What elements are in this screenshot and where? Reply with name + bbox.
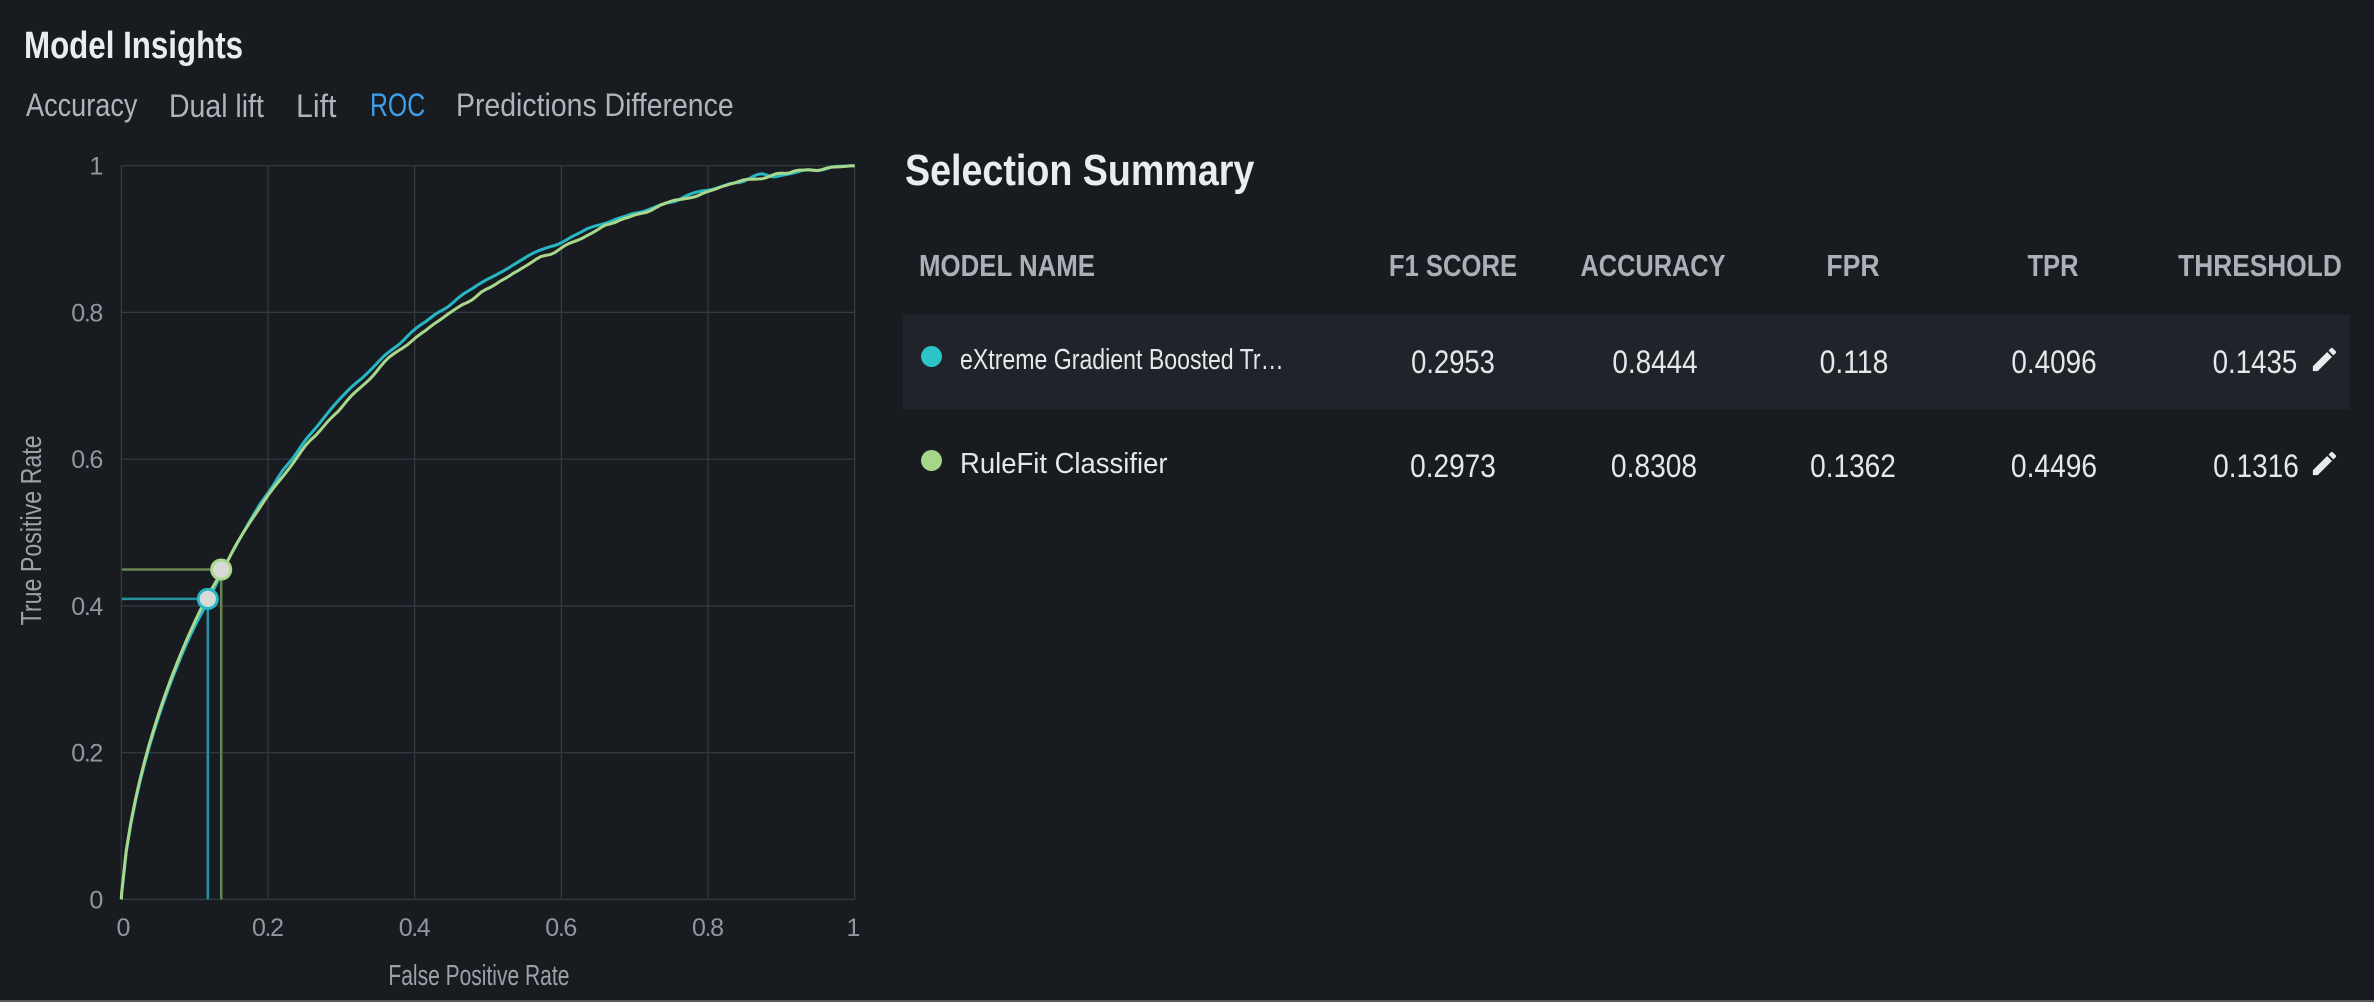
svg-text:0.2: 0.2 (252, 914, 284, 942)
svg-text:1: 1 (89, 153, 103, 181)
svg-text:0.8: 0.8 (692, 914, 724, 942)
svg-text:0.4: 0.4 (399, 914, 431, 942)
svg-text:True Positive Rate: True Positive Rate (16, 435, 48, 625)
svg-text:0: 0 (117, 914, 131, 942)
svg-text:1: 1 (847, 914, 861, 942)
svg-text:0.6: 0.6 (71, 446, 103, 474)
svg-text:0.6: 0.6 (545, 914, 577, 942)
svg-text:0.8: 0.8 (71, 299, 103, 327)
svg-text:False Positive Rate: False Positive Rate (388, 960, 569, 992)
svg-text:0.2: 0.2 (71, 740, 103, 768)
svg-text:0.4: 0.4 (71, 593, 103, 621)
svg-text:0: 0 (89, 886, 103, 914)
